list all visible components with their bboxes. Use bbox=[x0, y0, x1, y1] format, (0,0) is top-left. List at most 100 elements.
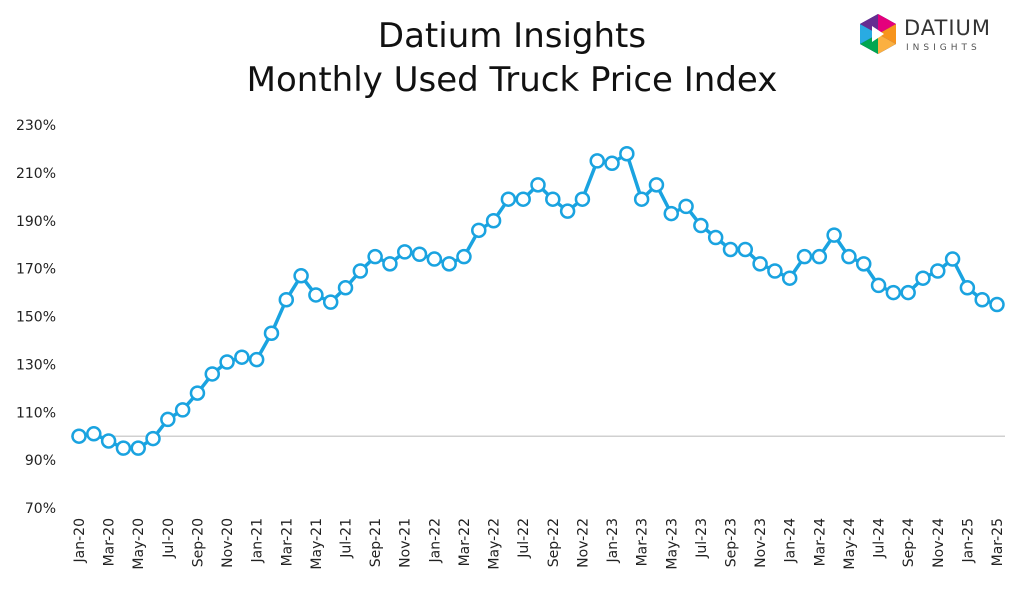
data-point bbox=[322, 294, 339, 310]
y-tick-label: 170% bbox=[16, 262, 56, 278]
data-point bbox=[870, 277, 887, 294]
x-tick-label: Jan-22 bbox=[427, 518, 443, 563]
data-point bbox=[382, 256, 398, 272]
data-point bbox=[234, 349, 250, 365]
data-point bbox=[411, 246, 428, 263]
x-tick-label: Jan-21 bbox=[250, 518, 266, 563]
data-point bbox=[367, 248, 383, 265]
x-tick-label: Jan-23 bbox=[605, 518, 621, 563]
data-point bbox=[826, 227, 842, 243]
data-point bbox=[767, 263, 783, 279]
x-tick-label: Jul-21 bbox=[339, 518, 355, 559]
data-point bbox=[974, 291, 990, 308]
data-point bbox=[115, 440, 132, 456]
y-tick-label: 230% bbox=[16, 118, 56, 134]
x-tick-label: Jan-25 bbox=[960, 518, 976, 563]
data-point bbox=[441, 256, 457, 272]
data-point bbox=[737, 241, 754, 258]
data-point bbox=[841, 248, 857, 265]
y-tick-label: 110% bbox=[16, 405, 56, 421]
data-point bbox=[752, 256, 768, 272]
x-tick-label: Mar-22 bbox=[457, 518, 473, 566]
data-point bbox=[944, 251, 961, 267]
data-point bbox=[485, 213, 502, 229]
x-tick-label: Mar-23 bbox=[635, 518, 651, 566]
x-tick-label: Mar-25 bbox=[990, 518, 1006, 566]
x-tick-label: May-22 bbox=[487, 518, 503, 570]
data-point bbox=[633, 191, 650, 207]
logo-subtext: INSIGHTS bbox=[906, 43, 981, 53]
data-point bbox=[678, 198, 694, 215]
x-tick-label: Jul-22 bbox=[516, 518, 532, 559]
chart-subtitle: Monthly Used Truck Price Index bbox=[246, 60, 778, 100]
x-tick-label: Sep-21 bbox=[368, 518, 384, 567]
data-point bbox=[396, 244, 413, 260]
data-point bbox=[515, 191, 531, 207]
data-point bbox=[959, 280, 976, 296]
chart-title: Datium Insights bbox=[377, 16, 647, 56]
data-point bbox=[293, 268, 309, 284]
x-tick-label: May-21 bbox=[309, 518, 325, 570]
x-tick-label: Sep-23 bbox=[723, 518, 739, 567]
x-tick-label: Jul-23 bbox=[694, 518, 710, 559]
data-point bbox=[204, 366, 221, 382]
x-tick-label: May-23 bbox=[664, 518, 680, 570]
data-point bbox=[796, 248, 813, 265]
data-point bbox=[263, 325, 280, 342]
y-tick-label: 130% bbox=[16, 357, 56, 373]
x-tick-label: Nov-23 bbox=[753, 518, 769, 568]
x-tick-label: Sep-24 bbox=[901, 518, 917, 567]
x-tick-label: Jan-20 bbox=[72, 518, 88, 563]
x-tick-label: Nov-20 bbox=[220, 518, 236, 568]
y-tick-label: 190% bbox=[16, 214, 56, 230]
x-tick-label: Sep-22 bbox=[546, 518, 562, 567]
data-point bbox=[189, 385, 206, 401]
data-point bbox=[219, 354, 235, 370]
x-tick-label: Jul-20 bbox=[161, 518, 177, 559]
data-point bbox=[589, 153, 605, 169]
data-point bbox=[248, 351, 265, 368]
data-point bbox=[811, 248, 828, 265]
y-tick-label: 90% bbox=[25, 453, 56, 469]
x-tick-label: Nov-24 bbox=[931, 518, 947, 568]
x-tick-label: Nov-22 bbox=[575, 518, 591, 568]
data-point bbox=[693, 217, 709, 234]
series-line bbox=[78, 151, 998, 450]
y-tick-label: 150% bbox=[16, 310, 56, 326]
data-point bbox=[530, 177, 546, 193]
data-point bbox=[574, 191, 591, 207]
data-point bbox=[781, 270, 798, 286]
data-point bbox=[707, 229, 724, 246]
data-point bbox=[885, 284, 902, 301]
data-point bbox=[989, 296, 1005, 313]
datium-logo-icon bbox=[860, 14, 896, 54]
data-point bbox=[174, 402, 191, 418]
data-point bbox=[352, 263, 369, 279]
data-point bbox=[604, 155, 620, 172]
y-tick-label: 210% bbox=[16, 166, 56, 182]
data-point bbox=[471, 222, 487, 239]
x-tick-label: May-20 bbox=[131, 518, 147, 570]
data-point bbox=[559, 203, 576, 219]
data-point bbox=[278, 291, 295, 308]
y-tick-label: 70% bbox=[25, 501, 56, 517]
data-point bbox=[855, 256, 872, 272]
x-tick-label: Jul-24 bbox=[872, 518, 888, 559]
data-point bbox=[100, 433, 117, 449]
x-tick-label: Mar-20 bbox=[102, 518, 118, 566]
data-point bbox=[426, 251, 443, 267]
data-point bbox=[619, 145, 635, 162]
data-point bbox=[160, 411, 176, 428]
x-tick-label: May-24 bbox=[842, 518, 858, 570]
data-point bbox=[500, 191, 517, 207]
x-tick-label: Mar-24 bbox=[812, 518, 828, 566]
data-point bbox=[308, 287, 324, 303]
data-point bbox=[722, 241, 739, 258]
data-point bbox=[145, 430, 161, 447]
x-axis: Jan-20 Mar-20 May-20 Jul-20 Sep-20 Nov-20 Jan-… bbox=[72, 518, 1006, 570]
datium-logo: DATIUM INSIGHTS bbox=[856, 12, 996, 56]
data-point bbox=[545, 191, 561, 207]
data-point bbox=[900, 284, 916, 301]
data-point bbox=[456, 248, 472, 265]
